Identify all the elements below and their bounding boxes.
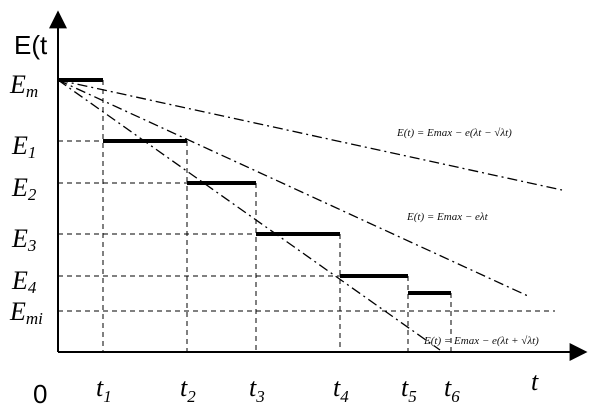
formula-upper: E(t) = Emax − e(λt − √λt) bbox=[396, 127, 512, 139]
time-label-t2: t2 bbox=[180, 373, 196, 405]
origin-label: 0 bbox=[33, 379, 47, 405]
level-label-e1: E1 bbox=[11, 131, 36, 162]
formula-lower: E(t) = Emax − e(λt + √λt) bbox=[423, 335, 539, 347]
upper-decay-curve bbox=[57, 79, 563, 191]
level-guides bbox=[58, 140, 555, 312]
step-segments bbox=[58, 78, 451, 295]
lower-decay-curve bbox=[57, 79, 441, 351]
decay-curves bbox=[57, 79, 563, 351]
time-label-t5: t5 bbox=[401, 373, 417, 405]
formula-middle: E(t) = Emax − eλt bbox=[406, 211, 489, 223]
middle-decay-curve bbox=[57, 79, 529, 297]
time-label-t1: t1 bbox=[96, 373, 112, 405]
level-label-emi: Emi bbox=[9, 297, 43, 328]
x-axis-label: t bbox=[531, 367, 539, 396]
time-label-t4: t4 bbox=[333, 373, 349, 405]
level-labels: Em E1 E2 E3 E4 Emi bbox=[9, 70, 43, 328]
time-guides bbox=[102, 80, 452, 352]
time-labels: t1 t2 t3 t4 t5 t6 bbox=[96, 373, 460, 405]
level-label-e2: E2 bbox=[11, 173, 37, 204]
level-label-e3: E3 bbox=[11, 224, 36, 255]
time-label-t3: t3 bbox=[249, 373, 265, 405]
time-label-t6: t6 bbox=[444, 373, 460, 405]
y-axis-label: E(t bbox=[14, 30, 48, 60]
level-label-em: Em bbox=[9, 70, 38, 101]
level-label-e4: E4 bbox=[11, 266, 37, 297]
